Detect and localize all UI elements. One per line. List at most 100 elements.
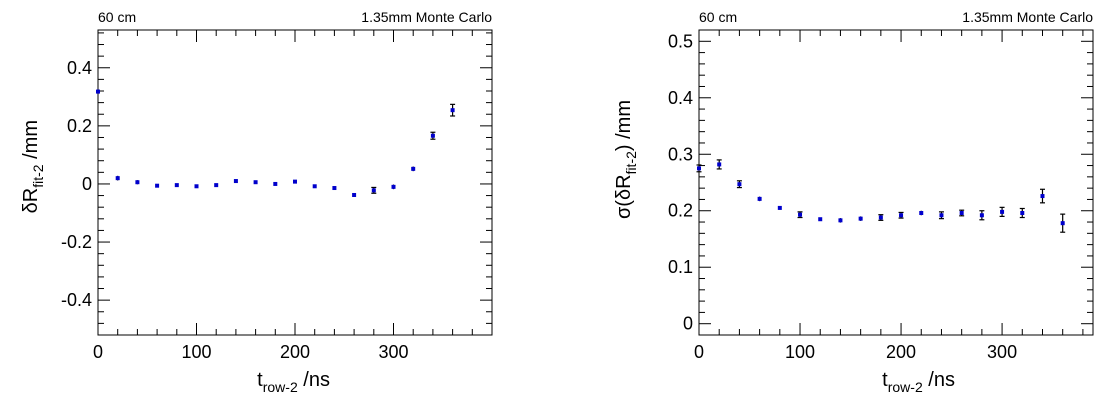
left-x-label-unit: /ns xyxy=(298,369,330,391)
right-x-label-sub: row-2 xyxy=(888,379,923,395)
x-tick-label: 300 xyxy=(987,342,1017,362)
point-marker xyxy=(115,176,120,181)
y-tick-label: -0.2 xyxy=(61,232,92,252)
data-point xyxy=(818,217,823,222)
data-point xyxy=(312,184,317,189)
point-marker xyxy=(1020,211,1025,215)
point-marker xyxy=(174,183,179,188)
data-point xyxy=(135,180,140,185)
right-y-label-main: σ(δR xyxy=(613,174,635,219)
left-y-label-unit: /mm xyxy=(20,120,42,164)
x-tick-label: 200 xyxy=(886,342,916,362)
point-marker xyxy=(332,186,337,191)
data-point xyxy=(411,166,416,172)
left-panel: 60 cm 1.35mm Monte Carlo -0.4 -0.2 0 0.2 0.4… xyxy=(20,9,493,395)
point-marker xyxy=(135,180,140,185)
data-point xyxy=(253,180,258,185)
x-tick-label: 200 xyxy=(280,342,310,362)
data-point xyxy=(233,179,238,184)
point-marker xyxy=(233,179,238,184)
data-point xyxy=(1019,207,1025,219)
point-marker xyxy=(919,211,924,215)
point-marker xyxy=(194,184,199,189)
point-marker xyxy=(858,216,863,221)
point-marker xyxy=(899,213,904,218)
data-point xyxy=(797,211,803,219)
point-marker xyxy=(979,213,984,218)
right-y-tick-labels: 0 0.1 0.2 0.3 0.4 0.5 xyxy=(668,31,693,333)
point-marker xyxy=(697,166,701,171)
data-point xyxy=(293,179,297,184)
point-marker xyxy=(391,184,396,189)
data-point xyxy=(696,164,702,173)
point-marker xyxy=(352,192,357,197)
y-tick-label: -0.4 xyxy=(61,290,92,310)
left-data-series xyxy=(96,89,456,197)
point-marker xyxy=(818,217,823,222)
data-point xyxy=(214,183,219,188)
right-header-right: 1.35mm Monte Carlo xyxy=(962,9,1093,25)
point-marker xyxy=(155,183,160,188)
point-marker xyxy=(430,133,435,138)
data-point xyxy=(979,210,985,221)
right-data-series xyxy=(696,159,1066,233)
left-header-left: 60 cm xyxy=(98,9,136,25)
left-x-tick-labels: 0 100 200 300 xyxy=(93,342,409,362)
right-x-label-main: t xyxy=(882,369,888,391)
data-point xyxy=(430,131,436,140)
left-y-tick-labels: -0.4 -0.2 0 0.2 0.4 xyxy=(61,58,92,310)
x-tick-label: 0 xyxy=(694,342,704,362)
data-point xyxy=(194,184,199,189)
data-point xyxy=(273,181,278,186)
data-point xyxy=(1060,213,1066,233)
point-marker xyxy=(1040,194,1045,199)
right-plot-frame xyxy=(698,29,1094,336)
data-point xyxy=(450,103,456,117)
point-marker xyxy=(371,188,376,193)
point-marker xyxy=(1000,209,1005,214)
point-marker xyxy=(450,108,455,113)
right-header-left: 60 cm xyxy=(699,9,737,25)
right-x-label-unit: /ns xyxy=(923,369,955,391)
point-marker xyxy=(777,205,782,210)
point-marker xyxy=(1060,221,1065,226)
y-tick-label: 0.2 xyxy=(668,201,693,221)
left-header-right: 1.35mm Monte Carlo xyxy=(361,9,492,25)
y-tick-label: 0 xyxy=(82,174,92,194)
data-point xyxy=(878,214,884,221)
x-tick-label: 300 xyxy=(378,342,408,362)
data-point xyxy=(736,180,742,189)
point-marker xyxy=(273,181,278,186)
data-point xyxy=(352,192,357,197)
data-point xyxy=(174,183,179,188)
data-point xyxy=(898,211,904,219)
data-point xyxy=(938,211,944,220)
y-tick-label: 0.1 xyxy=(668,257,693,277)
point-marker xyxy=(878,215,883,220)
data-point xyxy=(115,175,120,181)
x-tick-label: 0 xyxy=(93,342,103,362)
right-y-label-unit: ) /mm xyxy=(613,100,635,151)
point-marker xyxy=(959,211,964,215)
y-tick-label: 0.3 xyxy=(668,144,693,164)
point-marker xyxy=(96,89,100,94)
data-point xyxy=(391,184,396,190)
left-y-label-main: δR xyxy=(20,188,42,214)
point-marker xyxy=(798,212,803,217)
right-y-axis-label: σ(δRfit-2) /mm xyxy=(613,100,639,219)
point-marker xyxy=(939,213,944,218)
point-marker xyxy=(411,166,416,171)
left-axis-ticks xyxy=(97,30,493,336)
data-point xyxy=(757,196,762,202)
x-tick-label: 100 xyxy=(181,342,211,362)
data-point xyxy=(716,159,722,170)
point-marker xyxy=(214,183,219,188)
left-y-axis-label: δRfit-2 /mm xyxy=(20,120,46,213)
point-marker xyxy=(312,184,317,189)
y-tick-label: 0.2 xyxy=(67,116,92,136)
data-point xyxy=(919,210,924,216)
y-tick-label: 0.4 xyxy=(668,88,693,108)
point-marker xyxy=(838,218,843,223)
x-tick-label: 100 xyxy=(785,342,815,362)
